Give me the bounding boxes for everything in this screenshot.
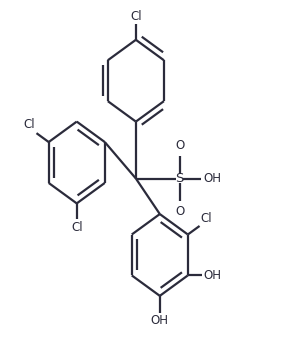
Text: Cl: Cl xyxy=(200,212,212,225)
Text: OH: OH xyxy=(203,172,221,185)
Text: S: S xyxy=(175,172,184,185)
Text: O: O xyxy=(175,205,184,218)
Text: Cl: Cl xyxy=(23,119,35,131)
Text: O: O xyxy=(175,139,184,152)
Text: Cl: Cl xyxy=(71,221,83,234)
Text: Cl: Cl xyxy=(130,10,142,23)
Text: OH: OH xyxy=(151,315,169,327)
Text: OH: OH xyxy=(203,269,221,282)
